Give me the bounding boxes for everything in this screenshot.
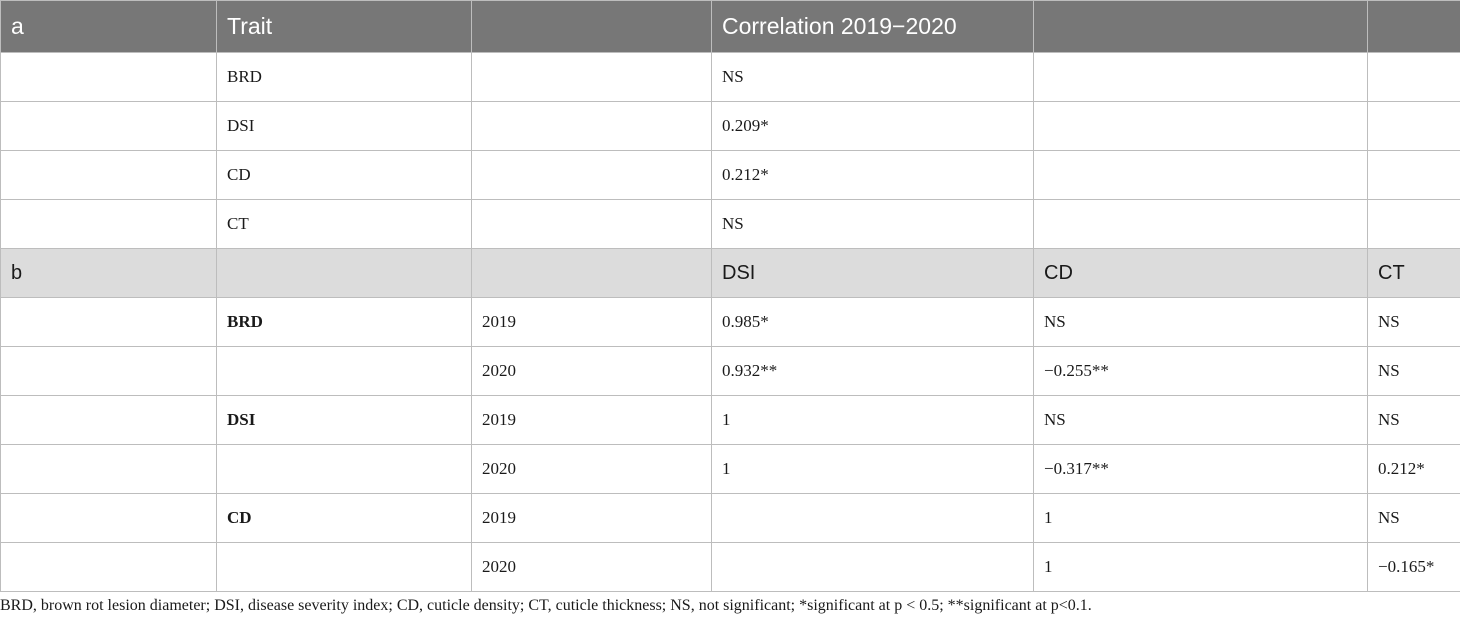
empty-cell <box>1033 0 1368 53</box>
empty-cell <box>1367 52 1460 102</box>
dsi-value <box>711 542 1034 592</box>
table-row: DSI 0.209* <box>0 101 1460 151</box>
empty-cell <box>1033 199 1368 249</box>
trait-cell: CT <box>216 199 472 249</box>
correlation-table: a Trait Correlation 2019−2020 BRD NS DSI… <box>0 0 1460 592</box>
correlation-value: 0.212* <box>711 150 1034 200</box>
trait-cell: BRD <box>216 297 472 347</box>
ct-value: 0.212* <box>1367 444 1460 494</box>
empty-cell <box>0 395 217 445</box>
section-a-label: a <box>0 0 217 53</box>
dsi-value: 1 <box>711 395 1034 445</box>
empty-cell <box>0 444 217 494</box>
trait-cell <box>216 444 472 494</box>
table-row: BRD NS <box>0 52 1460 102</box>
table-row: CD 0.212* <box>0 150 1460 200</box>
empty-cell <box>0 297 217 347</box>
ct-value: NS <box>1367 297 1460 347</box>
empty-cell <box>0 199 217 249</box>
empty-cell <box>1367 150 1460 200</box>
ct-value: −0.165* <box>1367 542 1460 592</box>
ct-column-header: CT <box>1367 248 1460 298</box>
trait-cell: CD <box>216 493 472 543</box>
ct-value: NS <box>1367 346 1460 396</box>
correlation-value: NS <box>711 52 1034 102</box>
empty-cell <box>0 52 217 102</box>
table-row: 2020 0.932** −0.255** NS <box>0 346 1460 396</box>
year-cell: 2019 <box>471 493 712 543</box>
empty-cell <box>1367 199 1460 249</box>
dsi-column-header: DSI <box>711 248 1034 298</box>
year-cell: 2019 <box>471 297 712 347</box>
cd-value: NS <box>1033 395 1368 445</box>
cd-column-header: CD <box>1033 248 1368 298</box>
empty-cell <box>1033 52 1368 102</box>
trait-cell: DSI <box>216 101 472 151</box>
dsi-value: 1 <box>711 444 1034 494</box>
table-footnote: BRD, brown rot lesion diameter; DSI, dis… <box>0 597 1092 614</box>
table-row: 2020 1 −0.165* <box>0 542 1460 592</box>
dsi-value: 0.932** <box>711 346 1034 396</box>
trait-cell: DSI <box>216 395 472 445</box>
empty-cell <box>1367 0 1460 53</box>
table-row: CD 2019 1 NS <box>0 493 1460 543</box>
table-row: BRD 2019 0.985* NS NS <box>0 297 1460 347</box>
empty-cell <box>0 542 217 592</box>
dsi-value: 0.985* <box>711 297 1034 347</box>
section-b-header-row: b DSI CD CT <box>0 248 1460 298</box>
cd-value: 1 <box>1033 493 1368 543</box>
ct-value: NS <box>1367 493 1460 543</box>
ct-value: NS <box>1367 395 1460 445</box>
table-row: CT NS <box>0 199 1460 249</box>
correlation-value: 0.209* <box>711 101 1034 151</box>
year-cell: 2020 <box>471 346 712 396</box>
empty-cell <box>471 150 712 200</box>
table-row: 2020 1 −0.317** 0.212* <box>0 444 1460 494</box>
section-a-header-row: a Trait Correlation 2019−2020 <box>0 0 1460 53</box>
year-cell: 2020 <box>471 444 712 494</box>
correlation-value: NS <box>711 199 1034 249</box>
trait-cell: BRD <box>216 52 472 102</box>
table-row: DSI 2019 1 NS NS <box>0 395 1460 445</box>
empty-cell <box>1367 101 1460 151</box>
empty-cell <box>0 346 217 396</box>
year-cell: 2020 <box>471 542 712 592</box>
cd-value: −0.255** <box>1033 346 1368 396</box>
cd-value: NS <box>1033 297 1368 347</box>
section-b-label: b <box>0 248 217 298</box>
empty-cell <box>471 0 712 53</box>
empty-cell <box>0 493 217 543</box>
empty-cell <box>1033 101 1368 151</box>
empty-cell <box>0 101 217 151</box>
empty-cell <box>471 101 712 151</box>
year-cell: 2019 <box>471 395 712 445</box>
correlation-header: Correlation 2019−2020 <box>711 0 1034 53</box>
empty-cell <box>471 248 712 298</box>
trait-cell: CD <box>216 150 472 200</box>
trait-header: Trait <box>216 0 472 53</box>
cd-value: −0.317** <box>1033 444 1368 494</box>
trait-cell <box>216 542 472 592</box>
dsi-value <box>711 493 1034 543</box>
empty-cell <box>471 52 712 102</box>
empty-cell <box>471 199 712 249</box>
trait-cell <box>216 346 472 396</box>
empty-cell <box>1033 150 1368 200</box>
empty-cell <box>216 248 472 298</box>
cd-value: 1 <box>1033 542 1368 592</box>
empty-cell <box>0 150 217 200</box>
